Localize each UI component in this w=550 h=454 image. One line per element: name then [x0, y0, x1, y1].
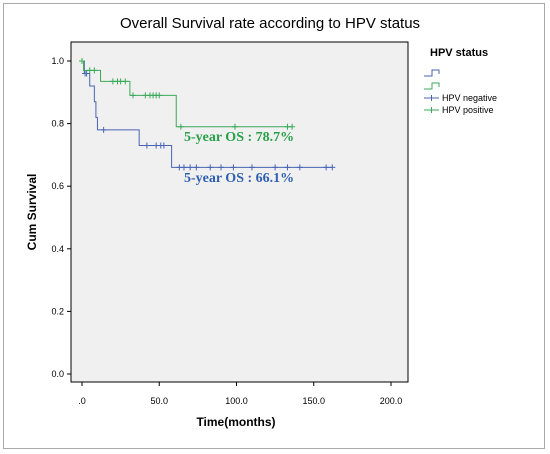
- y-tick-label: 0.2: [51, 306, 64, 316]
- censor-mark-hpv-positive: [177, 123, 184, 130]
- os-annotation: 5-year OS : 78.7%: [184, 130, 294, 145]
- censor-mark-hpv-positive: [79, 58, 85, 64]
- legend-censor-symbol: [424, 95, 439, 101]
- legend-title: HPV status: [430, 47, 488, 59]
- censor-mark-hpv-negative: [160, 142, 167, 149]
- chart-title: Overall Survival rate according to HPV s…: [120, 15, 420, 32]
- censor-mark-hpv-positive: [122, 78, 129, 85]
- censor-mark-hpv-negative: [83, 70, 90, 77]
- x-axis-label: Time(months): [196, 415, 275, 429]
- censor-mark-hpv-negative: [100, 126, 107, 133]
- censor-mark-hpv-positive: [91, 67, 98, 74]
- y-tick-label: 1.0: [51, 56, 64, 66]
- censor-mark-hpv-negative: [207, 164, 214, 171]
- x-axis: .0 50.0 100.0 150.0 200.0: [78, 382, 402, 406]
- censor-mark-hpv-positive: [156, 92, 163, 99]
- censor-mark-hpv-positive: [231, 123, 238, 130]
- y-axis: 0.0 0.2 0.4 0.6 0.8 1.0: [51, 56, 71, 379]
- y-tick-label: 0.6: [51, 181, 64, 191]
- y-tick-label: 0.0: [51, 369, 64, 379]
- legend-label: HPV positive: [442, 105, 494, 115]
- censor-mark-hpv-positive: [289, 123, 296, 130]
- legend: HPV status HPV negative HPV positive: [424, 47, 497, 115]
- legend-label: HPV negative: [442, 93, 497, 103]
- annotation-layer: 5-year OS : 78.7% 5-year OS : 66.1%: [184, 130, 294, 186]
- censor-mark-hpv-negative: [284, 164, 291, 171]
- legend-step-symbol: [424, 82, 440, 90]
- legend-step-symbol: [424, 69, 440, 77]
- legend-censor-symbol: [424, 107, 439, 113]
- x-tick-label: 150.0: [302, 396, 325, 406]
- censor-mark-hpv-negative: [143, 142, 150, 149]
- y-tick-label: 0.4: [51, 244, 64, 254]
- censor-mark-hpv-negative: [323, 164, 330, 171]
- x-tick-label: 50.0: [150, 396, 168, 406]
- y-axis-label: Cum Survival: [25, 174, 39, 251]
- censor-mark-hpv-negative: [230, 164, 237, 171]
- y-tick-label: 0.8: [51, 119, 64, 129]
- censor-mark-hpv-negative: [187, 164, 194, 171]
- x-tick-label: 100.0: [225, 396, 248, 406]
- censor-mark-hpv-negative: [218, 164, 225, 171]
- x-tick-label: 200.0: [380, 396, 403, 406]
- x-tick-label: .0: [78, 396, 86, 406]
- censor-mark-hpv-negative: [193, 164, 200, 171]
- censor-mark-hpv-negative: [329, 164, 336, 171]
- legend-entries: HPV negative HPV positive: [424, 69, 497, 115]
- censor-mark-hpv-negative: [180, 164, 187, 171]
- plot-area: [70, 41, 409, 383]
- censor-mark-hpv-negative: [248, 164, 255, 171]
- censor-mark-hpv-negative: [296, 164, 303, 171]
- censor-mark-hpv-positive: [129, 92, 136, 99]
- censor-mark-hpv-negative: [272, 164, 279, 171]
- os-annotation: 5-year OS : 66.1%: [184, 171, 294, 186]
- series-layer: [79, 58, 336, 171]
